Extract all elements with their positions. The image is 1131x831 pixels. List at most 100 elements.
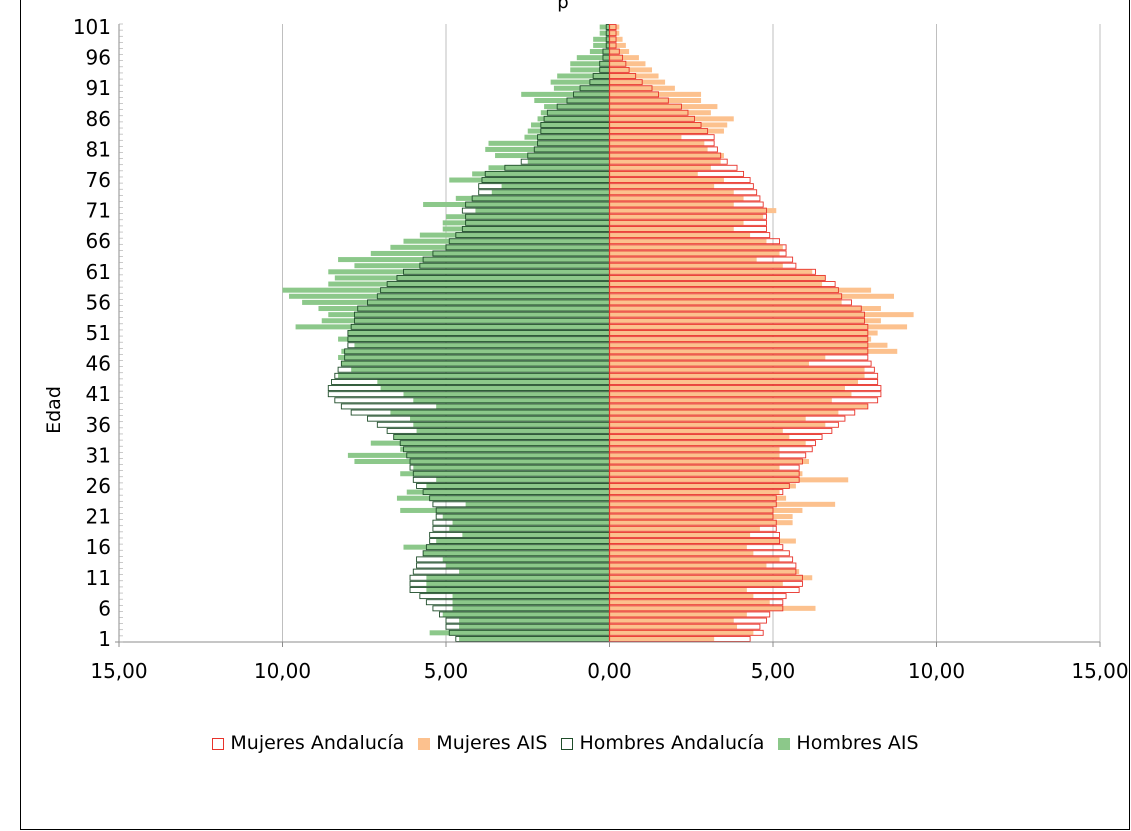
bar-hombres-ais xyxy=(403,238,610,244)
bar-hombres-ais xyxy=(400,471,610,477)
bar-hombres-ais xyxy=(442,611,610,617)
bar-mujeres-ais xyxy=(609,403,868,409)
bar-mujeres-ais xyxy=(609,238,767,244)
bar-mujeres-ais xyxy=(609,324,908,330)
bar-hombres-ais xyxy=(537,116,610,122)
bar-mujeres-ais xyxy=(609,281,823,287)
bar-mujeres-ais xyxy=(609,501,836,507)
bar-mujeres-ais xyxy=(609,385,845,391)
bar-hombres-ais xyxy=(426,581,610,587)
y-tick-label: 81 xyxy=(86,137,111,161)
bar-hombres-ais xyxy=(282,287,610,293)
bar-mujeres-ais xyxy=(609,538,796,544)
bar-hombres-ais xyxy=(459,618,610,624)
bar-mujeres-ais xyxy=(609,495,787,501)
bar-mujeres-ais xyxy=(609,116,734,122)
bar-mujeres-ais xyxy=(609,636,715,642)
bar-hombres-ais xyxy=(442,556,610,562)
bar-hombres-ais xyxy=(338,336,610,342)
bar-mujeres-ais xyxy=(609,134,682,140)
bar-mujeres-ais xyxy=(609,367,865,373)
bar-hombres-ais xyxy=(347,330,610,336)
bar-mujeres-ais xyxy=(609,232,751,238)
bar-mujeres-ais xyxy=(609,520,793,526)
bar-mujeres-ais xyxy=(609,79,666,85)
y-tick-label: 101 xyxy=(73,15,111,39)
y-tick-label: 21 xyxy=(86,505,111,529)
y-tick-label: 1 xyxy=(98,627,111,651)
bar-mujeres-ais xyxy=(609,618,734,624)
bar-mujeres-ais xyxy=(609,489,780,495)
bar-mujeres-ais xyxy=(609,30,620,36)
bar-mujeres-ais xyxy=(609,342,888,348)
bar-mujeres-ais xyxy=(609,379,859,385)
bar-hombres-ais xyxy=(400,446,610,452)
bar-hombres-ais xyxy=(472,171,610,177)
bar-hombres-ais xyxy=(302,299,610,305)
bars-group xyxy=(282,24,914,642)
bar-mujeres-ais xyxy=(609,177,724,183)
bar-hombres-ais xyxy=(449,177,610,183)
bar-hombres-ais xyxy=(531,122,610,128)
bar-hombres-ais xyxy=(488,140,610,146)
bar-hombres-ais xyxy=(576,55,610,61)
y-tick-label: 31 xyxy=(86,443,111,467)
bar-hombres-ais xyxy=(400,507,610,513)
bar-mujeres-ais xyxy=(609,373,865,379)
bar-mujeres-ais xyxy=(609,581,783,587)
bar-mujeres-ais xyxy=(609,575,813,581)
bar-mujeres-ais xyxy=(609,275,826,281)
legend-swatch-hombres-ais xyxy=(778,738,791,750)
bar-hombres-ais xyxy=(589,49,610,55)
bar-hombres-ais xyxy=(354,458,610,465)
bar-mujeres-ais xyxy=(609,146,708,152)
bar-mujeres-ais xyxy=(609,195,744,201)
bar-hombres-ais xyxy=(328,312,610,318)
bar-mujeres-ais xyxy=(609,507,803,513)
bar-mujeres-ais xyxy=(609,269,813,275)
bar-mujeres-ais xyxy=(609,97,702,103)
y-tick-label: 71 xyxy=(86,199,111,223)
bar-hombres-ais xyxy=(550,79,610,85)
bar-mujeres-ais xyxy=(609,624,738,630)
x-tick-label: 10,00 xyxy=(908,659,965,683)
bar-mujeres-ais xyxy=(609,140,705,146)
bar-mujeres-ais xyxy=(609,104,718,110)
bar-hombres-ais xyxy=(338,257,610,263)
x-tick-label: 10,00 xyxy=(254,659,311,683)
bar-hombres-ais xyxy=(413,465,610,471)
legend-label-hombres-andalucia: Hombres Andalucía xyxy=(579,732,765,754)
bar-hombres-ais xyxy=(459,624,610,630)
bar-mujeres-ais xyxy=(609,630,754,636)
bar-mujeres-ais xyxy=(609,226,734,232)
bar-mujeres-ais xyxy=(609,458,809,465)
bar-hombres-ais xyxy=(347,452,610,458)
bar-mujeres-ais xyxy=(609,312,914,318)
bar-mujeres-ais xyxy=(609,165,711,171)
bar-hombres-ais xyxy=(423,201,610,208)
bar-mujeres-ais xyxy=(609,563,767,569)
bar-hombres-ais xyxy=(442,514,610,520)
bar-hombres-ais xyxy=(390,410,610,416)
legend-swatch-mujeres-andalucia xyxy=(212,738,225,750)
legend-item-mujeres-andalucia: Mujeres Andalucía xyxy=(212,732,404,754)
y-tick-label: 86 xyxy=(86,107,111,131)
bar-hombres-ais xyxy=(442,220,610,226)
bar-mujeres-ais xyxy=(609,611,747,617)
bar-hombres-ais xyxy=(446,214,610,220)
y-tick-label: 96 xyxy=(86,46,111,70)
legend-swatch-mujeres-ais xyxy=(418,738,431,750)
y-tick-label: 41 xyxy=(86,382,111,406)
bar-mujeres-ais xyxy=(609,287,872,293)
bar-mujeres-ais xyxy=(609,171,698,177)
bar-hombres-ais xyxy=(521,91,610,97)
bar-mujeres-ais xyxy=(609,257,757,263)
bar-hombres-ais xyxy=(534,97,610,103)
bar-hombres-ais xyxy=(370,250,610,256)
y-tick-label: 6 xyxy=(98,596,111,620)
x-tick-label: 5,00 xyxy=(751,659,796,683)
x-tick-label: 5,00 xyxy=(424,659,469,683)
bar-hombres-ais xyxy=(446,563,610,569)
bar-mujeres-ais xyxy=(609,61,646,67)
bar-mujeres-ais xyxy=(609,544,747,550)
